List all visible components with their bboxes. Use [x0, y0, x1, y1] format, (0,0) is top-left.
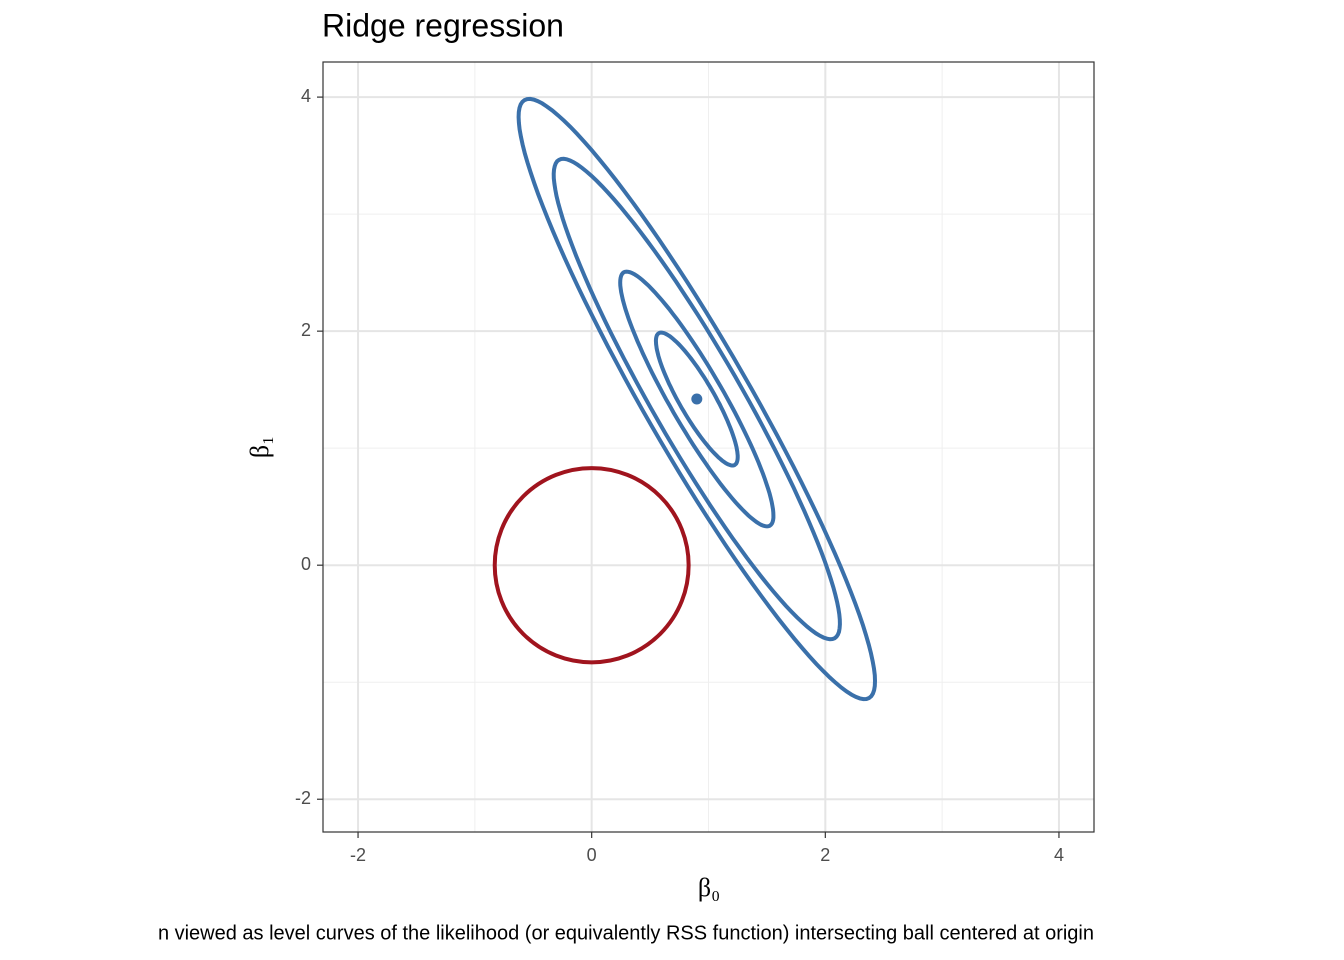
y-tick-label: 0 — [301, 554, 311, 574]
plot-border — [322, 61, 1095, 833]
x-tick-label: 2 — [820, 845, 830, 865]
contour-line — [618, 269, 776, 529]
estimate-point — [691, 393, 703, 405]
chart-title: Ridge regression — [322, 7, 564, 43]
x-tick-label: -2 — [350, 845, 366, 865]
contour-line — [551, 156, 842, 642]
y-axis-label: β₁ — [245, 436, 274, 458]
x-tick-label: 0 — [587, 845, 597, 865]
y-tick-label: 4 — [301, 86, 311, 106]
contour-line — [653, 330, 740, 468]
contour-line — [516, 96, 878, 702]
y-tick-label: 2 — [301, 320, 311, 340]
constraint-ball — [492, 466, 691, 665]
x-axis-label: β₀ — [698, 873, 720, 902]
caption: n viewed as level curves of the likeliho… — [158, 922, 1094, 944]
x-tick-label: 4 — [1054, 845, 1064, 865]
y-tick-label: -2 — [295, 788, 311, 808]
